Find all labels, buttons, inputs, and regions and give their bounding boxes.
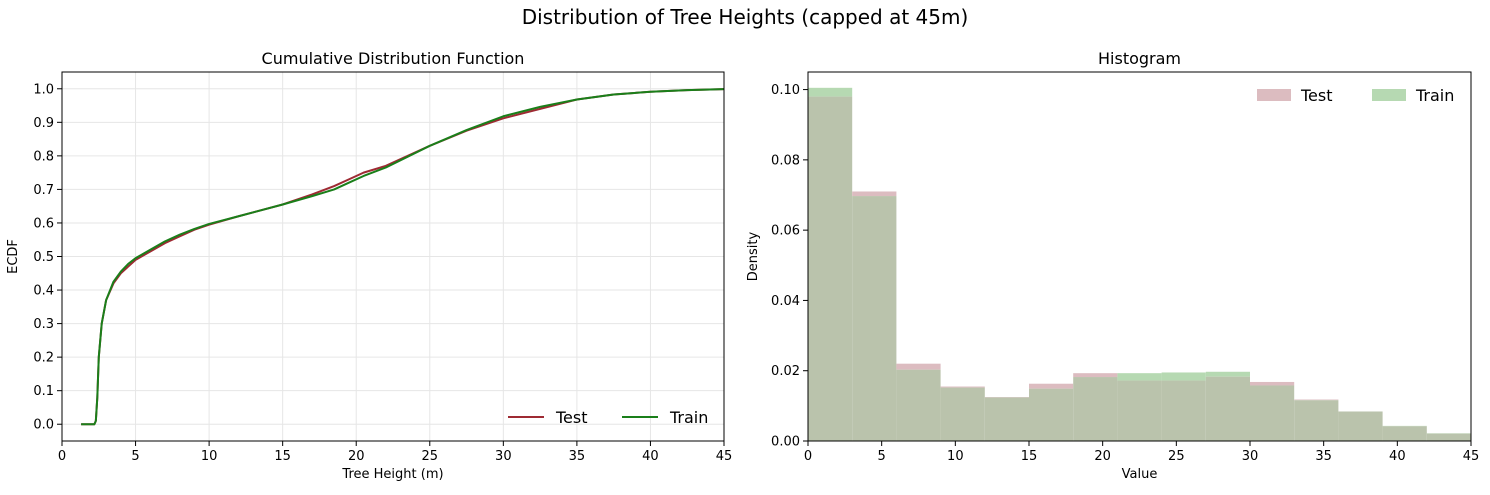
- y-tick-label: 1.0: [33, 82, 54, 97]
- y-tick-label: 0.00: [771, 435, 800, 450]
- hist-bar-overlap: [1161, 380, 1206, 441]
- x-tick-label: 10: [201, 449, 218, 464]
- y-tick-label: 0.3: [33, 317, 54, 332]
- hist-bar-overlap: [1294, 400, 1339, 441]
- hist-bar-overlap: [1382, 426, 1427, 441]
- legend-label-train: Train: [1415, 86, 1454, 105]
- x-tick-label: 20: [1094, 449, 1111, 464]
- x-tick-label: 30: [495, 449, 512, 464]
- legend-swatch-test: [1257, 89, 1291, 101]
- x-tick-label: 40: [642, 449, 659, 464]
- x-axis-label: Tree Height (m): [341, 467, 443, 482]
- chart-title: Histogram: [1098, 49, 1181, 68]
- y-axis-label: Density: [746, 231, 761, 281]
- hist-bar-overlap: [1250, 385, 1295, 441]
- y-tick-label: 0.8: [33, 149, 54, 164]
- y-tick-label: 0.04: [771, 294, 800, 309]
- y-tick-label: 0.0: [33, 418, 54, 433]
- ecdf-chart: Cumulative Distribution Function 0 5 10 15 20…: [6, 49, 733, 482]
- hist-bar-overlap: [984, 397, 1029, 441]
- x-tick-label: 10: [947, 449, 964, 464]
- y-tick-label: 0.2: [33, 351, 54, 366]
- y-tick-label: 0.1: [33, 384, 54, 399]
- legend-swatch-train: [1372, 89, 1406, 101]
- hist-bar-overlap: [1073, 377, 1118, 441]
- y-tick-label: 0.06: [771, 224, 800, 239]
- y-tick-label: 0.5: [33, 250, 54, 265]
- y-tick-label: 0.6: [33, 216, 54, 231]
- chart-title: Cumulative Distribution Function: [262, 49, 525, 68]
- x-tick-label: 25: [1168, 449, 1185, 464]
- y-tick-label: 0.10: [771, 83, 800, 98]
- hist-bar-train: [1117, 373, 1162, 381]
- hist-bar-test: [1029, 383, 1074, 389]
- x-tick-label: 20: [348, 449, 365, 464]
- axes-frame: [61, 71, 725, 442]
- legend-label-test: Test: [555, 408, 588, 427]
- legend-label-train: Train: [669, 408, 708, 427]
- histogram-chart: Histogram 0 5 10 15 20 25 30 35 40 45 0.00 0.02 0.04 0…: [746, 49, 1480, 482]
- hist-bar-test: [940, 386, 985, 388]
- hist-bar-overlap: [808, 96, 853, 441]
- x-tick-label: 45: [716, 449, 733, 464]
- x-tick-label: 5: [131, 449, 139, 464]
- y-tick-label: 0.08: [771, 153, 800, 168]
- x-tick-label: 40: [1389, 449, 1406, 464]
- hist-bar-overlap: [896, 369, 941, 441]
- x-tick-label: 5: [878, 449, 886, 464]
- figure-title: Distribution of Tree Heights (capped at …: [521, 5, 969, 29]
- x-tick-label: 0: [58, 449, 66, 464]
- hist-bar-overlap: [940, 387, 985, 441]
- y-tick-label: 0.9: [33, 116, 54, 131]
- x-axis-label: Value: [1122, 467, 1158, 482]
- x-tick-label: 35: [569, 449, 586, 464]
- x-tick-label: 15: [1021, 449, 1038, 464]
- hist-bar-test: [896, 363, 941, 370]
- hist-bar-overlap: [1029, 388, 1074, 441]
- x-tick-label: 45: [1463, 449, 1480, 464]
- x-tick-label: 25: [422, 449, 439, 464]
- hist-bar-test: [1294, 399, 1339, 401]
- x-tick-label: 30: [1242, 449, 1259, 464]
- hist-bar-overlap: [1205, 376, 1250, 441]
- axes-frame: [807, 71, 1472, 442]
- hist-bar-overlap: [1426, 433, 1471, 441]
- x-tick-label: 15: [274, 449, 291, 464]
- hist-bar-overlap: [852, 196, 897, 441]
- hist-bar-train: [808, 87, 853, 97]
- y-axis-label: ECDF: [6, 239, 21, 274]
- legend-label-test: Test: [1300, 86, 1333, 105]
- y-tick-label: 0.02: [771, 364, 800, 379]
- ecdf-line-train: [81, 88, 725, 426]
- y-tick-label: 0.7: [33, 183, 54, 198]
- hist-bar-test: [1073, 373, 1118, 378]
- hist-bar-test: [852, 191, 897, 197]
- hist-bar-overlap: [1117, 380, 1162, 441]
- hist-bar-train: [1161, 372, 1206, 381]
- hist-bar-test: [1250, 381, 1295, 386]
- y-tick-label: 0.4: [33, 284, 54, 299]
- hist-bar-overlap: [1338, 411, 1383, 441]
- x-tick-label: 35: [1315, 449, 1332, 464]
- hist-bar-train: [1205, 371, 1250, 377]
- x-tick-label: 0: [804, 449, 812, 464]
